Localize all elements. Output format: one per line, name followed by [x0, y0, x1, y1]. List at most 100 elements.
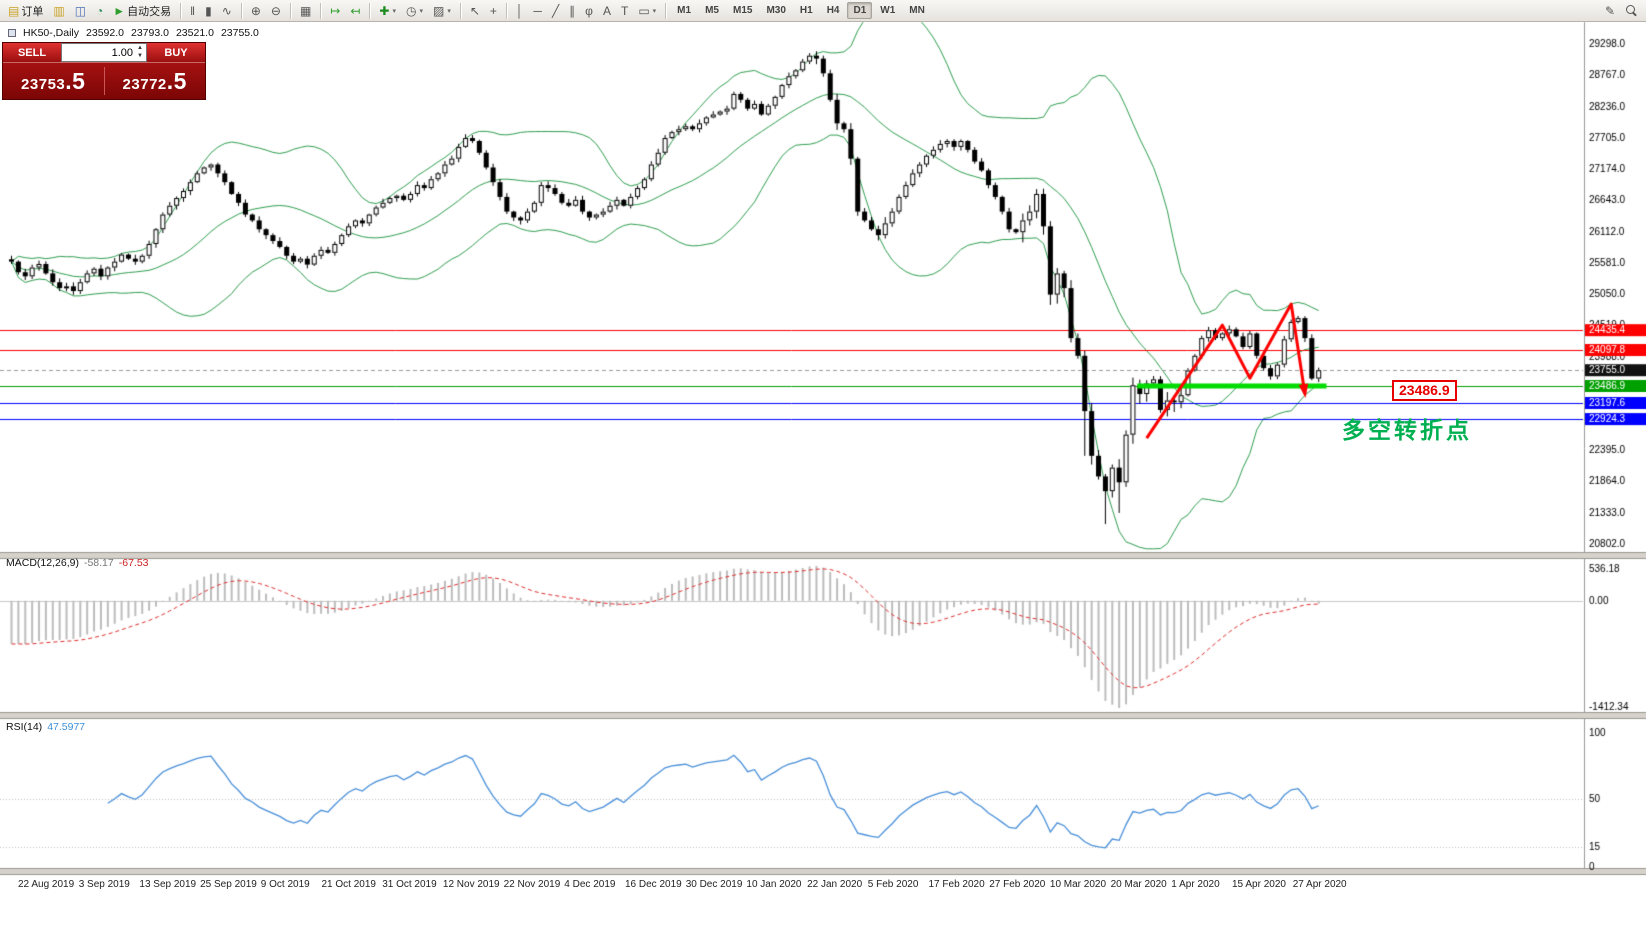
date-label: 5 Feb 2020: [867, 879, 919, 890]
one-click-trading-panel: SELL 1.00 ▲ ▼ BUY 23753.5 23772.5: [2, 42, 206, 100]
volume-value: 1.00: [111, 46, 133, 59]
date-label: 27 Apr 2020: [1292, 879, 1347, 890]
toolbar-separator: [320, 2, 322, 19]
crosshair-icon[interactable]: +: [486, 2, 501, 20]
vertical-line-icon[interactable]: │: [512, 2, 528, 20]
label-icon[interactable]: T: [617, 2, 632, 20]
candlestick-chart-type-icon-glyph: ▮: [205, 3, 212, 18]
zoom-out-icon[interactable]: ⊖: [267, 2, 285, 20]
trendline-icon[interactable]: ╱: [548, 2, 563, 20]
search-icon: [1625, 4, 1638, 17]
periods-icon-glyph: ◷: [405, 3, 417, 18]
chart-icon: [8, 29, 16, 37]
chart-shift-icon[interactable]: ↤: [346, 2, 364, 20]
cursor-icon-glyph: ↖: [469, 3, 480, 18]
auto-scroll-icon-glyph: ↦: [330, 3, 341, 18]
volume-spinner: ▲ ▼: [135, 44, 145, 60]
timeframe-button-M30[interactable]: M30: [766, 5, 786, 16]
search-icon[interactable]: [1621, 2, 1642, 20]
auto-scroll-icon[interactable]: ↦: [326, 2, 344, 20]
text-icon[interactable]: A: [599, 2, 615, 20]
deposit-icon-glyph: ▥: [53, 3, 65, 18]
price-divider: [103, 67, 105, 95]
date-label: 3 Sep 2019: [78, 879, 130, 890]
timeframe-button-M1[interactable]: M1: [677, 5, 692, 16]
date-label: 22 Nov 2019: [503, 879, 561, 890]
edit-icon[interactable]: ✎: [1601, 2, 1619, 20]
new-order-button-glyph: ▤: [8, 3, 20, 18]
tile-windows-icon-glyph: ▦: [299, 3, 312, 18]
date-label: 15 Apr 2020: [1232, 879, 1286, 890]
sell-button[interactable]: SELL: [3, 43, 61, 62]
date-label: 27 Feb 2020: [989, 879, 1046, 890]
buy-price[interactable]: 23772.5: [122, 67, 187, 94]
edit-icon-glyph: ✎: [1604, 3, 1615, 18]
templates-icon-glyph: ▨: [432, 3, 445, 18]
profile-icon-glyph: ◫: [74, 3, 87, 18]
turning-point-annotation[interactable]: 多空转折点: [1342, 417, 1472, 443]
horizontal-line-icon-glyph: ─: [533, 3, 542, 18]
fibonacci-icon[interactable]: φ: [581, 2, 597, 20]
text-icon-glyph: A: [602, 3, 611, 18]
zoom-in-icon[interactable]: ⊕: [247, 2, 265, 20]
chevron-down-icon: ▾: [652, 7, 657, 15]
horizontal-line-icon[interactable]: ─: [529, 2, 546, 20]
chevron-down-icon: ▾: [392, 7, 396, 15]
sell-price[interactable]: 23753.5: [21, 67, 86, 94]
zoom-in-icon-glyph: ⊕: [250, 3, 261, 18]
macd-signal-value: -67.53: [118, 557, 149, 569]
toolbar: ▤ 订单 ▥ ◫ ◔ ► 自动交易 ‖ ▮ ∿ ⊕ ⊖ ▦ ↦ ↤ ✚ ▾ ◷ ▾ ▨ ▾ ↖ + │ ─ ╱ ∥ φ A T ▭ ▾ M1 M5…: [0, 0, 1646, 22]
date-label: 25 Sep 2019: [200, 879, 257, 890]
chart-low: 23521.0: [175, 27, 214, 39]
bar-chart-type-icon[interactable]: ‖: [186, 2, 199, 20]
new-order-button-label: 订单: [21, 5, 44, 18]
refresh-icon[interactable]: ◔: [92, 2, 107, 20]
tile-windows-icon[interactable]: ▦: [296, 2, 315, 20]
buy-button[interactable]: BUY: [147, 43, 205, 62]
profile-icon[interactable]: ◫: [71, 2, 90, 20]
vertical-line-icon-glyph: │: [515, 3, 524, 18]
date-label: 16 Dec 2019: [625, 879, 682, 890]
indicators-icon[interactable]: ✚ ▾: [375, 2, 400, 20]
volume-increase-icon[interactable]: ▲: [137, 45, 143, 51]
bar-chart-type-icon-glyph: ‖: [190, 3, 196, 18]
chart-ohlc-line: HK50-,Daily 23592.0 23793.0 23521.0 2375…: [8, 27, 259, 39]
timeframe-button-D1[interactable]: D1: [847, 2, 873, 19]
candlestick-chart-type-icon[interactable]: ▮: [201, 2, 216, 20]
timeframe-button-M5[interactable]: M5: [705, 5, 719, 16]
channel-icon[interactable]: ∥: [565, 2, 579, 20]
fibonacci-icon-glyph: φ: [585, 3, 593, 18]
price-annotation-label[interactable]: 23486.9: [1392, 380, 1457, 401]
chevron-down-icon: ▾: [447, 7, 451, 15]
macd-indicator-label: MACD(12,26,9) -58.17 -67.53: [6, 557, 149, 569]
chart-high: 23793.0: [131, 27, 169, 39]
date-label: 10 Mar 2020: [1049, 879, 1107, 890]
date-label: 22 Aug 2019: [18, 879, 75, 890]
timeframe-button-H1[interactable]: H1: [799, 5, 813, 16]
timeframe-button-M15[interactable]: M15: [732, 5, 753, 16]
date-label: 13 Sep 2019: [139, 879, 197, 890]
volume-decrease-icon[interactable]: ▼: [137, 53, 143, 59]
timeframe-button-W1[interactable]: W1: [880, 5, 896, 16]
new-order-button[interactable]: ▤ 订单: [4, 2, 47, 20]
timeframe-button-MN[interactable]: MN: [909, 5, 925, 16]
deposit-icon[interactable]: ▥: [49, 2, 68, 20]
line-chart-type-icon[interactable]: ∿: [218, 2, 236, 20]
toolbar-separator: [505, 2, 507, 19]
rsi-indicator-label: RSI(14) 47.5977: [6, 721, 86, 733]
zoom-out-icon-glyph: ⊖: [270, 3, 281, 18]
toolbar-separator: [289, 2, 291, 19]
templates-icon[interactable]: ▨ ▾: [429, 2, 455, 20]
shapes-icon[interactable]: ▭ ▾: [634, 2, 660, 20]
autotrading-button[interactable]: ► 自动交易: [109, 2, 175, 20]
periods-icon[interactable]: ◷ ▾: [402, 2, 427, 20]
volume-input[interactable]: 1.00 ▲ ▼: [61, 43, 147, 62]
chart-close: 23755.0: [220, 27, 259, 39]
chart-open: 23592.0: [86, 27, 124, 39]
timeframe-button-H4[interactable]: H4: [826, 5, 840, 16]
trendline-icon-glyph: ╱: [551, 3, 560, 18]
date-label: 4 Dec 2019: [564, 879, 616, 890]
cursor-icon[interactable]: ↖: [466, 2, 484, 20]
